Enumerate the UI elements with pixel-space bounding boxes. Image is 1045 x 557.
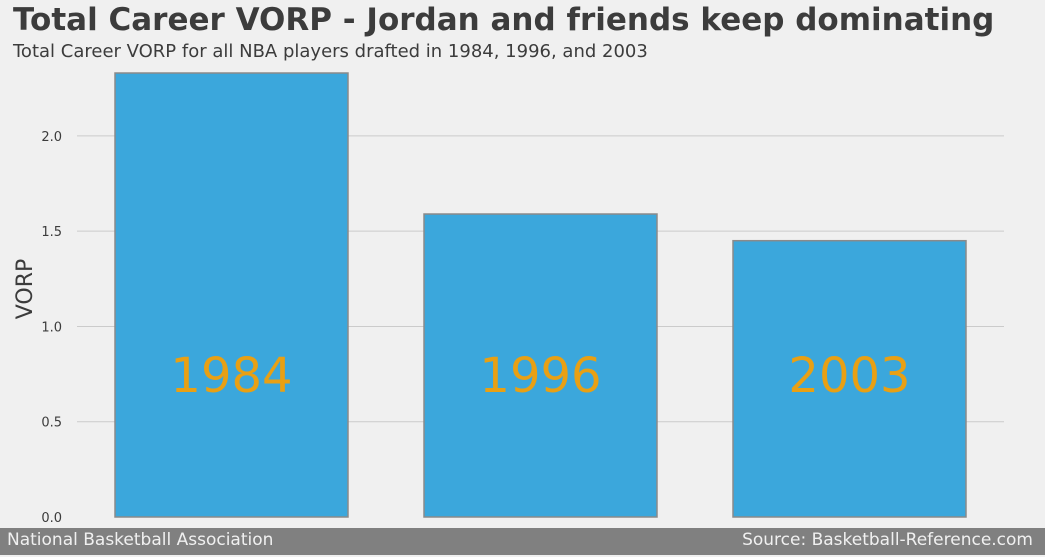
y-axis-label: VORP [13, 259, 38, 320]
y-tick-label: 1.0 [41, 320, 62, 335]
y-tick-label: 0.5 [41, 416, 62, 431]
bar-2003 [732, 239, 967, 518]
footer-source-text: Source: Basketball-Reference.com [742, 530, 1033, 550]
bar-label-1984: 1984 [170, 348, 292, 404]
footer-bar: National Basketball Association Source: … [0, 528, 1045, 555]
y-tick-label: 2.0 [41, 130, 62, 145]
bar-label-2003: 2003 [788, 348, 910, 404]
bar-1996 [423, 213, 658, 518]
y-tick-labels: 0.0 0.5 1.0 1.5 2.0 [41, 130, 62, 526]
bar-labels: 1984 1996 2003 [170, 348, 910, 404]
y-tick-label: 0.0 [41, 511, 62, 526]
chart-title: Total Career VORP - Jordan and friends k… [13, 2, 995, 38]
y-tick-label: 1.5 [41, 225, 62, 240]
bars [114, 72, 967, 518]
chart-subtitle: Total Career VORP for all NBA players dr… [13, 41, 648, 62]
bar-chart: 0.0 0.5 1.0 1.5 2.0 1984 1996 2003 VORP [13, 72, 1004, 526]
bar-label-1996: 1996 [479, 348, 601, 404]
footer-left-text: National Basketball Association [7, 530, 274, 550]
bar-1984 [114, 72, 349, 518]
